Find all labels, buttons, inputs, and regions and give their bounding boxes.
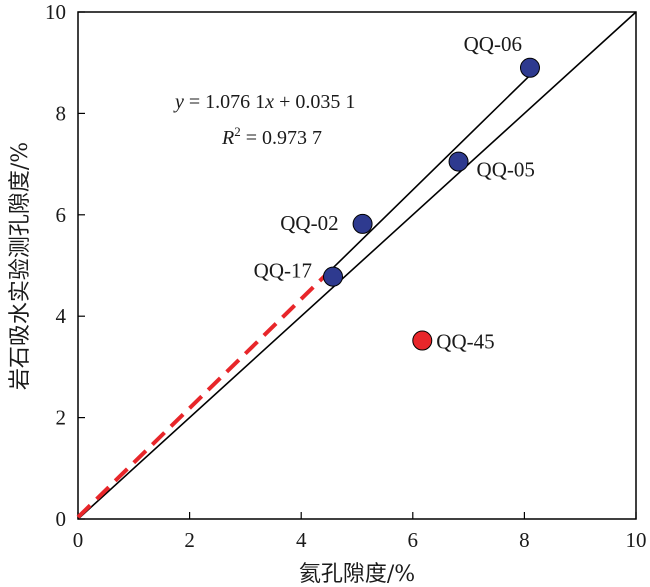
reference-line-1to1	[77, 11, 637, 520]
point-label: QQ-05	[477, 158, 535, 182]
point-label: QQ-45	[436, 330, 494, 354]
data-point	[412, 330, 433, 351]
x-tick-label: 0	[73, 528, 84, 552]
x-tick-label: 8	[519, 528, 530, 552]
point-label: QQ-17	[254, 259, 312, 283]
y-tick-label: 6	[56, 203, 67, 227]
data-point	[323, 266, 344, 287]
y-tick-label: 0	[56, 507, 67, 531]
y-axis-title: 岩石吸水实验测孔隙度/%	[8, 142, 33, 390]
y-tick-label: 4	[56, 304, 67, 328]
fit-line	[328, 74, 531, 273]
data-points	[323, 57, 540, 351]
point-label: QQ-06	[464, 32, 522, 56]
data-point	[352, 213, 373, 234]
y-tick-label: 8	[56, 101, 67, 125]
point-label: QQ-02	[280, 211, 338, 235]
x-tick-label: 2	[184, 528, 195, 552]
axis-ticks: 0 2 4 6 8 10 0 2 4 6 8 10	[45, 0, 647, 552]
chart-lines	[76, 11, 637, 520]
x-tick-label: 4	[296, 528, 307, 552]
y-tick-label: 10	[45, 0, 66, 24]
x-tick-label: 10	[626, 528, 647, 552]
data-point	[448, 151, 469, 172]
data-point	[519, 57, 540, 78]
point-labels: QQ-06 QQ-05 QQ-02 QQ-17 QQ-45	[254, 32, 535, 354]
x-tick-label: 6	[408, 528, 419, 552]
y-tick-label: 2	[56, 406, 67, 430]
fit-equation: y = 1.076 1x + 0.035 1	[173, 91, 355, 113]
x-axis-title: 氦孔隙度/%	[299, 562, 415, 587]
fit-extrapolation-dashed	[76, 270, 331, 519]
r-squared: R2 = 0.973 7	[221, 124, 322, 149]
